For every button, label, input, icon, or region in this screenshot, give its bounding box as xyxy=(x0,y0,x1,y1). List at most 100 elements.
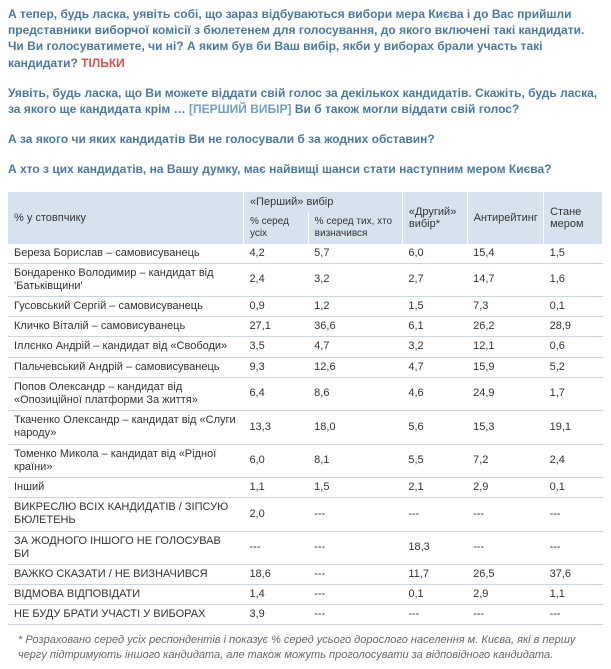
cell-value: 13,3 xyxy=(243,411,308,444)
cell-value: --- xyxy=(544,531,603,564)
cell-value: 7,3 xyxy=(467,297,544,317)
cell-value: 8,6 xyxy=(308,377,402,410)
cell-value: 6,4 xyxy=(243,377,308,410)
cell-label: ВАЖКО СКАЗАТИ / НЕ ВИЗНАЧИВСЯ xyxy=(8,564,243,584)
cell-value: --- xyxy=(308,605,402,625)
cell-value: 36,6 xyxy=(308,317,402,337)
cell-label: Інший xyxy=(8,477,243,497)
cell-label: Ткаченко Олександр – кандидат від «Слуги… xyxy=(8,411,243,444)
cell-value: 1,6 xyxy=(544,263,603,296)
th-second-choice: «Другий» вибір* xyxy=(402,192,467,244)
cell-value: 0,6 xyxy=(544,337,603,357)
cell-value: 1,5 xyxy=(544,244,603,264)
question-1: А тепер, будь ласка, уявіть собі, що зар… xyxy=(8,6,603,71)
cell-value: 5,5 xyxy=(402,444,467,477)
cell-value: --- xyxy=(544,498,603,531)
cell-value: 2,4 xyxy=(544,444,603,477)
cell-label: Пальчевський Андрій – самовисуванець xyxy=(8,357,243,377)
cell-value: 1,5 xyxy=(308,477,402,497)
cell-value: 2,4 xyxy=(243,263,308,296)
cell-value: --- xyxy=(308,585,402,605)
cell-label: ВІДМОВА ВІДПОВІДАТИ xyxy=(8,585,243,605)
table-row: Іллєнко Андрій – кандидат від «Свободи»3… xyxy=(8,337,603,357)
table-row: Береза Борислав – самовисуванець4,25,76,… xyxy=(8,244,603,264)
table-row: ЗА ЖОДНОГО ІНШОГО НЕ ГОЛОСУВАВ БИ------1… xyxy=(8,531,603,564)
cell-value: 18,0 xyxy=(308,411,402,444)
cell-value: 4,7 xyxy=(402,357,467,377)
cell-value: 7,2 xyxy=(467,444,544,477)
cell-value: 15,9 xyxy=(467,357,544,377)
question-1-only: ТІЛЬКИ xyxy=(81,56,125,70)
cell-value: 4,6 xyxy=(402,377,467,410)
cell-value: 6,0 xyxy=(243,444,308,477)
cell-value: 6,1 xyxy=(402,317,467,337)
cell-value: 2,0 xyxy=(243,498,308,531)
results-table: % у стовпчику «Перший» вибір «Другий» ви… xyxy=(8,192,603,626)
cell-value: --- xyxy=(467,531,544,564)
cell-label: Гусовський Сергій – самовисуванець xyxy=(8,297,243,317)
cell-value: 26,5 xyxy=(467,564,544,584)
cell-value: 26,2 xyxy=(467,317,544,337)
cell-value: 2,1 xyxy=(402,477,467,497)
cell-value: 6,0 xyxy=(402,244,467,264)
table-row: Бондаренко Володимир – кандидат від 'Бат… xyxy=(8,263,603,296)
th-mayor: Стане мером xyxy=(544,192,603,244)
cell-value: 4,7 xyxy=(308,337,402,357)
cell-value: --- xyxy=(402,605,467,625)
cell-value: 5,6 xyxy=(402,411,467,444)
cell-value: 2,9 xyxy=(467,585,544,605)
cell-value: 37,6 xyxy=(544,564,603,584)
cell-value: 5,2 xyxy=(544,357,603,377)
cell-value: --- xyxy=(467,498,544,531)
cell-value: 3,9 xyxy=(243,605,308,625)
cell-value: --- xyxy=(308,564,402,584)
table-row: ВАЖКО СКАЗАТИ / НЕ ВИЗНАЧИВСЯ18,6---11,7… xyxy=(8,564,603,584)
cell-value: --- xyxy=(402,498,467,531)
table-row: Інший1,11,52,12,90,1 xyxy=(8,477,603,497)
cell-label: Іллєнко Андрій – кандидат від «Свободи» xyxy=(8,337,243,357)
cell-value: 0,9 xyxy=(243,297,308,317)
cell-value: 18,6 xyxy=(243,564,308,584)
table-row: Пальчевський Андрій – самовисуванець9,31… xyxy=(8,357,603,377)
th-sub-all: % серед усіх xyxy=(243,212,308,244)
cell-value: 12,6 xyxy=(308,357,402,377)
cell-value: 1,7 xyxy=(544,377,603,410)
cell-value: --- xyxy=(467,605,544,625)
cell-value: 1,1 xyxy=(243,477,308,497)
th-sub-decided: % серед тих, хто визначився xyxy=(308,212,402,244)
table-row: Томенко Микола – кандидат від «Рідної кр… xyxy=(8,444,603,477)
table-row: Кличко Віталій – самовисуванець27,136,66… xyxy=(8,317,603,337)
cell-value: 2,9 xyxy=(467,477,544,497)
cell-value: 12,1 xyxy=(467,337,544,357)
cell-value: 1,2 xyxy=(308,297,402,317)
cell-value: 1,4 xyxy=(243,585,308,605)
cell-value: 3,2 xyxy=(308,263,402,296)
cell-value: 0,1 xyxy=(544,477,603,497)
cell-value: --- xyxy=(243,531,308,564)
cell-label: Береза Борислав – самовисуванець xyxy=(8,244,243,264)
cell-value: 0,1 xyxy=(402,585,467,605)
cell-label: НЕ БУДУ БРАТИ УЧАСТІ У ВИБОРАХ xyxy=(8,605,243,625)
cell-value: 28,9 xyxy=(544,317,603,337)
question-2-insert: [ПЕРШИЙ ВИБІР] xyxy=(189,102,292,116)
cell-value: 9,3 xyxy=(243,357,308,377)
cell-value: 19,1 xyxy=(544,411,603,444)
cell-value: --- xyxy=(308,498,402,531)
cell-value: 15,4 xyxy=(467,244,544,264)
cell-value: 3,2 xyxy=(402,337,467,357)
table-row: Гусовський Сергій – самовисуванець0,91,2… xyxy=(8,297,603,317)
question-2b: Ви б також могли віддати свій голос? xyxy=(291,102,519,116)
cell-label: Бондаренко Володимир – кандидат від 'Бат… xyxy=(8,263,243,296)
table-row: Ткаченко Олександр – кандидат від «Слуги… xyxy=(8,411,603,444)
question-3: А за якого чи яких кандидатів Ви не голо… xyxy=(8,131,603,147)
cell-value: 2,7 xyxy=(402,263,467,296)
cell-value: 14,7 xyxy=(467,263,544,296)
cell-label: ЗА ЖОДНОГО ІНШОГО НЕ ГОЛОСУВАВ БИ xyxy=(8,531,243,564)
cell-value: 8,1 xyxy=(308,444,402,477)
cell-value: --- xyxy=(544,605,603,625)
cell-value: 3,5 xyxy=(243,337,308,357)
table-row: ВИКРЕСЛЮ ВСІХ КАНДИДАТІВ / ЗІПСУЮ БЮЛЕТЕ… xyxy=(8,498,603,531)
question-2: Уявіть, будь ласка, що Ви можете віддати… xyxy=(8,85,603,117)
cell-label: ВИКРЕСЛЮ ВСІХ КАНДИДАТІВ / ЗІПСУЮ БЮЛЕТЕ… xyxy=(8,498,243,531)
table-row: ВІДМОВА ВІДПОВІДАТИ1,4---0,12,91,1 xyxy=(8,585,603,605)
